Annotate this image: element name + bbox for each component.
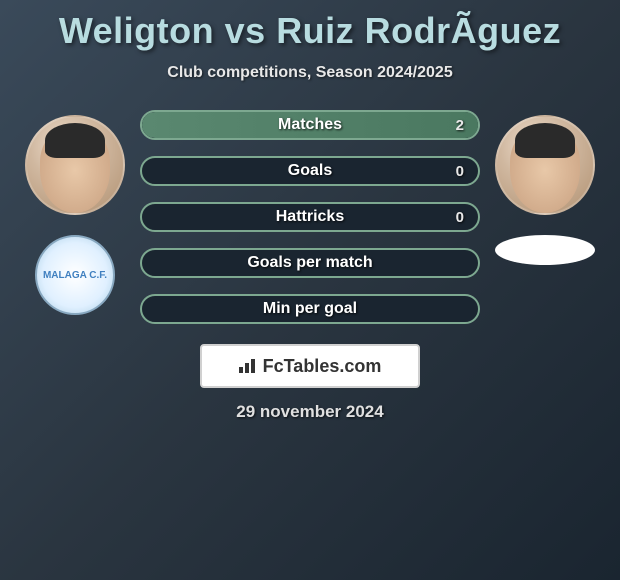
stats-column: Matches 2 Goals 0 Hattricks 0 Goals per match M…	[140, 110, 480, 324]
stat-label: Min per goal	[263, 300, 357, 318]
stat-bar: Hattricks 0	[140, 202, 480, 232]
stat-bar: Goals 0	[140, 156, 480, 186]
date-label: 29 november 2024	[236, 402, 383, 422]
team-left-badge: MALAGA C.F.	[35, 235, 115, 315]
stat-value: 2	[456, 117, 464, 134]
chart-icon	[239, 359, 257, 373]
page-title: Weligton vs Ruiz RodrÃ­guez	[59, 10, 561, 52]
brand-badge[interactable]: FcTables.com	[200, 344, 420, 388]
player-right-avatar	[495, 115, 595, 215]
main-content: MALAGA C.F. Matches2Goals0Hattricks0Goal…	[0, 110, 620, 324]
avatar-hair	[45, 123, 105, 158]
stat-value: 0	[456, 163, 464, 180]
stat-bar: Goals per match	[140, 248, 480, 278]
brand-name: FcTables.com	[263, 356, 382, 377]
infographic-container: Weligton vs Ruiz RodrÃ­guez Club competi…	[0, 0, 620, 432]
stat-value: 0	[456, 209, 464, 226]
stat-bar: Matches 2	[140, 110, 480, 140]
player-left-avatar	[25, 115, 125, 215]
stat-bar: Min per goal	[140, 294, 480, 324]
stat-label: Hattricks	[276, 208, 344, 226]
team-left-badge-text: MALAGA C.F.	[43, 270, 107, 281]
stat-label: Goals	[288, 162, 332, 180]
stat-label: Matches	[278, 116, 342, 134]
stat-label: Goals per match	[247, 254, 372, 272]
team-right-badge	[495, 235, 595, 265]
player-right-column	[495, 110, 595, 265]
subtitle: Club competitions, Season 2024/2025	[167, 64, 452, 82]
avatar-face	[510, 128, 580, 213]
avatar-hair	[515, 123, 575, 158]
avatar-face	[40, 128, 110, 213]
player-left-column: MALAGA C.F.	[25, 110, 125, 315]
